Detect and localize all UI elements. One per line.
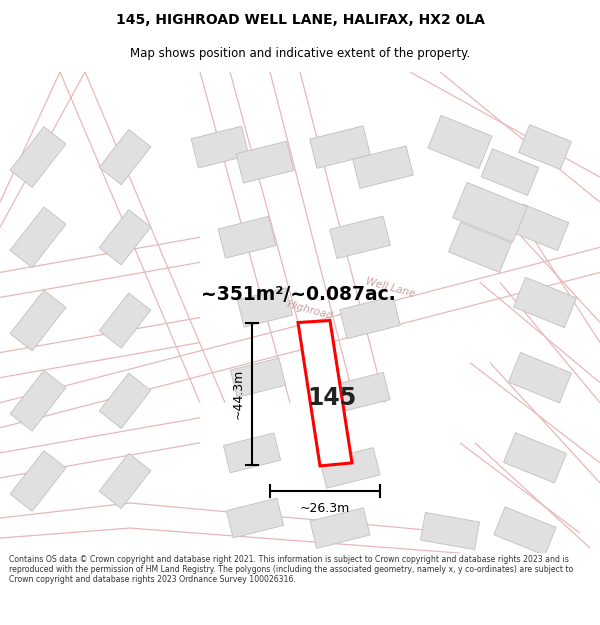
Polygon shape [511,204,569,251]
Polygon shape [494,507,556,556]
Polygon shape [99,129,151,185]
Polygon shape [518,124,571,169]
Polygon shape [320,448,380,488]
Polygon shape [99,210,151,265]
Polygon shape [353,146,413,188]
Polygon shape [226,498,284,538]
Text: Contains OS data © Crown copyright and database right 2021. This information is : Contains OS data © Crown copyright and d… [9,554,573,584]
Polygon shape [428,116,492,169]
Polygon shape [99,453,151,509]
Polygon shape [238,288,293,327]
Polygon shape [10,127,66,188]
Polygon shape [310,508,370,548]
Polygon shape [330,372,390,413]
Text: Well Lane: Well Lane [364,276,416,299]
Text: 145, HIGHROAD WELL LANE, HALIFAX, HX2 0LA: 145, HIGHROAD WELL LANE, HALIFAX, HX2 0L… [116,13,484,27]
Polygon shape [329,216,391,259]
Polygon shape [230,358,286,398]
Polygon shape [421,512,479,549]
Polygon shape [514,278,577,328]
Text: 145: 145 [307,386,356,410]
Text: ~26.3m: ~26.3m [300,501,350,514]
Text: Map shows position and indicative extent of the property.: Map shows position and indicative extent… [130,48,470,61]
Polygon shape [99,373,151,428]
Polygon shape [223,433,281,472]
Polygon shape [298,321,352,466]
Polygon shape [503,432,566,483]
Polygon shape [99,293,151,348]
Text: ~351m²/~0.087ac.: ~351m²/~0.087ac. [200,285,395,304]
Polygon shape [310,126,370,168]
Text: ~44.3m: ~44.3m [232,369,245,419]
Polygon shape [10,371,66,431]
Polygon shape [236,141,294,183]
Polygon shape [191,126,249,168]
Text: Highroad: Highroad [286,299,334,321]
Polygon shape [218,216,276,258]
Polygon shape [453,182,527,242]
Polygon shape [449,222,511,272]
Polygon shape [10,207,66,268]
Polygon shape [10,290,66,351]
Polygon shape [340,296,400,339]
Polygon shape [509,352,571,403]
Polygon shape [10,451,66,511]
Polygon shape [481,149,539,196]
